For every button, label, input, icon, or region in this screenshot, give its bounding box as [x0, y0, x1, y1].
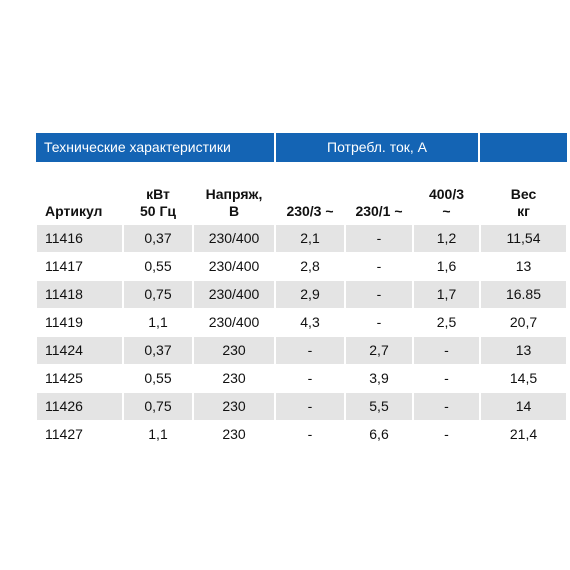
table-cell: 14,5	[509, 370, 538, 386]
table-cell: 11417	[45, 258, 83, 274]
column-header: Напряж, В	[205, 186, 263, 219]
table-cell: 230/400	[194, 281, 274, 308]
table-cell: 11,54	[481, 225, 566, 252]
table-cell: 1,7	[414, 281, 479, 308]
table-cell: -	[376, 314, 382, 330]
table-cell: 230/400	[208, 258, 260, 274]
table-cell: -	[444, 370, 449, 386]
table-cell: 11424	[37, 337, 122, 364]
table-cell: 11427	[45, 426, 83, 442]
table-cell: 20,7	[509, 314, 538, 330]
table-cell: -	[444, 426, 449, 442]
table-cell: -	[414, 337, 479, 364]
column-header: 230/1 ~	[355, 203, 403, 219]
table-cell: -	[276, 393, 344, 420]
table-cell: 230/400	[194, 225, 274, 252]
table-cell: 230/400	[208, 314, 260, 330]
table-cell: 2,7	[346, 337, 412, 364]
table-cell: 1,1	[148, 314, 168, 330]
column-header: Вес кг	[510, 186, 537, 219]
table-cell: -	[346, 281, 412, 308]
table-cell: -	[346, 225, 412, 252]
table-cell: 0,75	[124, 393, 192, 420]
table-cell: 21,4	[509, 426, 538, 442]
table-cell: -	[307, 426, 313, 442]
table-cell: 13	[481, 337, 566, 364]
table-cell: 16.85	[481, 281, 566, 308]
column-header: 400/3 ~	[428, 186, 465, 219]
table-cell: 2,9	[276, 281, 344, 308]
table-cell: 0,75	[124, 281, 192, 308]
table-cell: 2,8	[300, 258, 320, 274]
table-cell: -	[376, 258, 382, 274]
table-cell: 2,1	[276, 225, 344, 252]
table-cell: 1,6	[436, 258, 457, 274]
table-cell: 14	[481, 393, 566, 420]
table-cell: 4,3	[300, 314, 320, 330]
column-header: 230/3 ~	[286, 203, 334, 219]
table-cell: 230	[222, 370, 246, 386]
table-cell: 6,6	[369, 426, 389, 442]
table-cell: 1,2	[414, 225, 479, 252]
header-left: Технические характеристики	[36, 133, 274, 162]
table-cell: -	[276, 337, 344, 364]
table-cell: 0,37	[124, 337, 192, 364]
column-header: Артикул	[45, 203, 103, 219]
table-cell: 0,55	[144, 258, 172, 274]
table-cell: 13	[515, 258, 532, 274]
table-cell: 230	[194, 337, 274, 364]
column-header: кВт 50 Гц	[139, 186, 176, 219]
table-cell: 230	[194, 393, 274, 420]
header-right	[480, 133, 567, 162]
table-cell: 5,5	[346, 393, 412, 420]
table-cell: 11419	[45, 314, 83, 330]
table-cell: 2,5	[436, 314, 457, 330]
table-cell: 230	[222, 426, 246, 442]
table-cell: -	[307, 370, 313, 386]
table-cell: 3,9	[369, 370, 389, 386]
table-cell: 11418	[37, 281, 122, 308]
table-cell: 1,1	[148, 426, 168, 442]
table-cell: 11425	[45, 370, 83, 386]
table-cell: -	[414, 393, 479, 420]
header-middle: Потребл. ток, А	[276, 133, 478, 162]
table-cell: 11426	[37, 393, 122, 420]
table-cell: 0,37	[124, 225, 192, 252]
table-cell: 11416	[37, 225, 122, 252]
table-cell: 0,55	[144, 370, 172, 386]
